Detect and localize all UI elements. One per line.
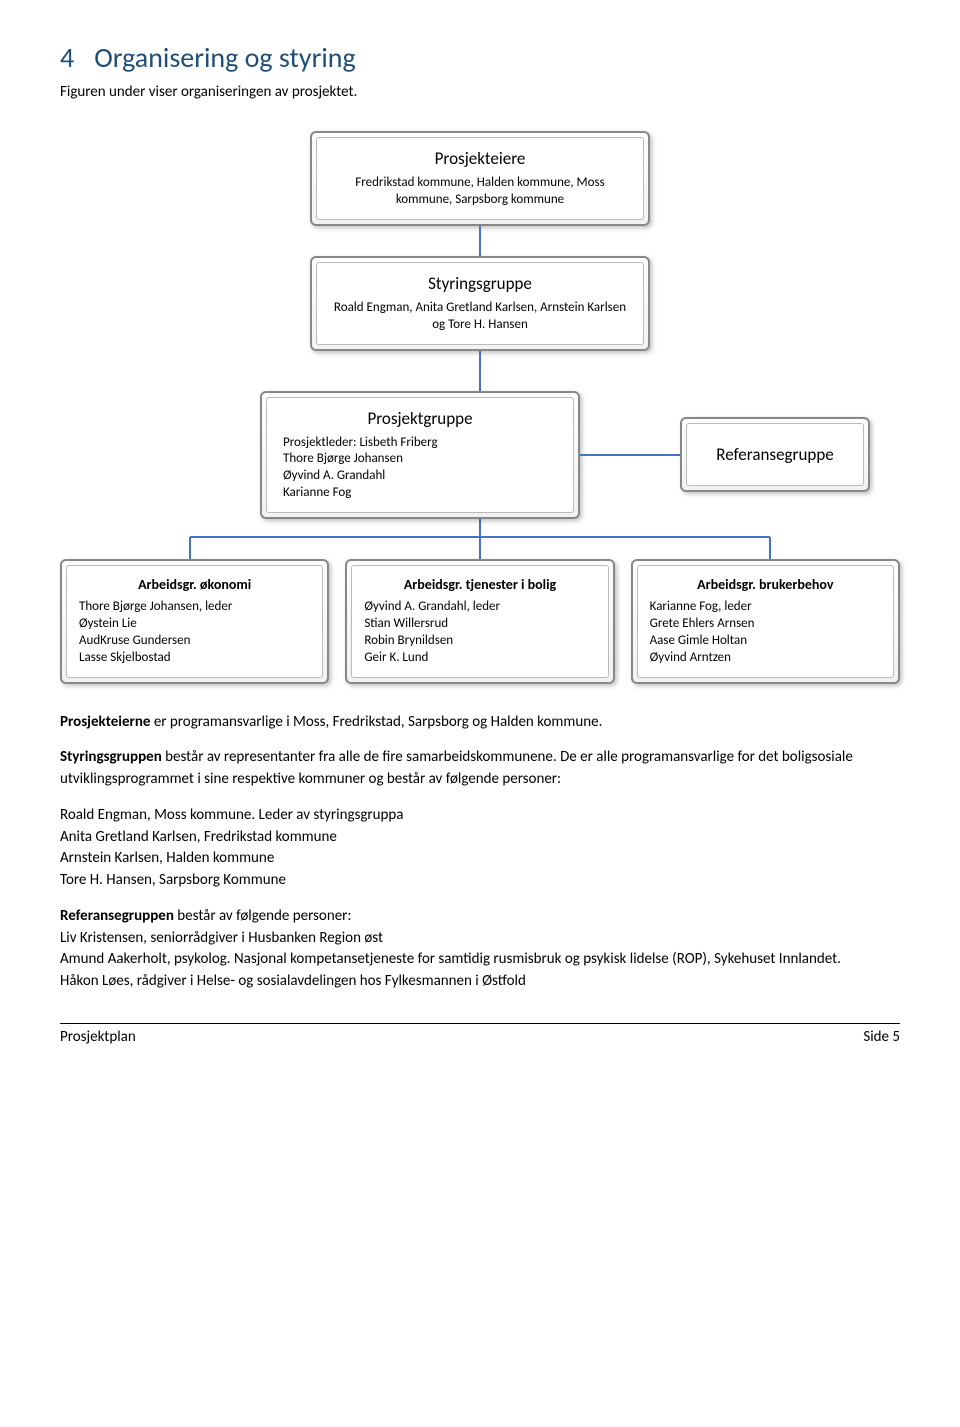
connector-line [580, 454, 680, 456]
steering-title: Styringsgruppe [331, 273, 629, 294]
project-body: Prosjektleder: Lisbeth Friberg Thore Bjø… [283, 435, 557, 503]
heading-text: Organisering og styring [94, 40, 355, 75]
connector-line [479, 226, 481, 256]
project-row: Prosjektgruppe Prosjektleder: Lisbeth Fr… [90, 391, 870, 520]
workgroup-section: Arbeidsgr. økonomi Thore Bjørge Johansen… [60, 519, 900, 684]
term-owners: Prosjekteierne [60, 713, 150, 731]
workgroup-title: Arbeidsgr. økonomi [79, 576, 310, 593]
list-line: Håkon Løes, rådgiver i Helse- og sosiala… [60, 971, 900, 993]
term-steering: Styringsgruppen [60, 748, 162, 766]
body-text: Prosjekteierne er programansvarlige i Mo… [60, 712, 900, 993]
list-line: Arnstein Karlsen, Halden kommune [60, 849, 274, 867]
workgroup-body: Thore Bjørge Johansen, leder Øystein Lie… [79, 599, 310, 667]
text: er programansvarlige i Moss, Fredrikstad… [150, 713, 602, 731]
list-line: Anita Gretland Karlsen, Fredrikstad komm… [60, 828, 337, 846]
org-chart: Prosjekteiere Fredrikstad kommune, Halde… [60, 131, 900, 684]
subtitle: Figuren under viser organiseringen av pr… [60, 83, 900, 101]
list-line: Liv Kristensen, seniorrådgiver i Husbank… [60, 928, 900, 950]
footer-right: Side 5 [863, 1028, 900, 1046]
text: består av representanter fra alle de fir… [60, 748, 853, 788]
owners-box: Prosjekteiere Fredrikstad kommune, Halde… [310, 131, 650, 226]
list-line: Roald Engman, Moss kommune. Leder av sty… [60, 806, 404, 824]
reference-title: Referansegruppe [705, 444, 845, 465]
workgroup-title: Arbeidsgr. tjenester i bolig [364, 576, 595, 593]
term-reference: Referansegruppen [60, 907, 174, 925]
workgroup-box-economy: Arbeidsgr. økonomi Thore Bjørge Johansen… [60, 559, 329, 684]
connector-branch [60, 519, 900, 559]
owners-title: Prosjekteiere [331, 148, 629, 169]
project-title: Prosjektgruppe [283, 408, 557, 429]
heading-number: 4 [60, 40, 74, 75]
workgroup-title: Arbeidsgr. brukerbehov [650, 576, 881, 593]
connector-line [479, 351, 481, 391]
footer: Prosjektplan Side 5 [60, 1023, 900, 1046]
list-line: Tore H. Hansen, Sarpsborg Kommune [60, 871, 286, 889]
workgroup-body: Øyvind A. Grandahl, leder Stian Willersr… [364, 599, 595, 667]
steering-body: Roald Engman, Anita Gretland Karlsen, Ar… [331, 300, 629, 334]
reference-box: Referansegruppe [680, 417, 870, 492]
workgroup-box-services: Arbeidsgr. tjenester i bolig Øyvind A. G… [345, 559, 614, 684]
owners-body: Fredrikstad kommune, Halden kommune, Mos… [331, 175, 629, 209]
list-line: Amund Aakerholt, psykolog. Nasjonal komp… [60, 949, 900, 971]
project-box: Prosjektgruppe Prosjektleder: Lisbeth Fr… [260, 391, 580, 520]
text: består av følgende personer: [174, 907, 352, 925]
footer-left: Prosjektplan [60, 1028, 136, 1046]
workgroup-box-userneed: Arbeidsgr. brukerbehov Karianne Fog, led… [631, 559, 900, 684]
steering-box: Styringsgruppe Roald Engman, Anita Gretl… [310, 256, 650, 351]
workgroup-body: Karianne Fog, leder Grete Ehlers Arnsen … [650, 599, 881, 667]
